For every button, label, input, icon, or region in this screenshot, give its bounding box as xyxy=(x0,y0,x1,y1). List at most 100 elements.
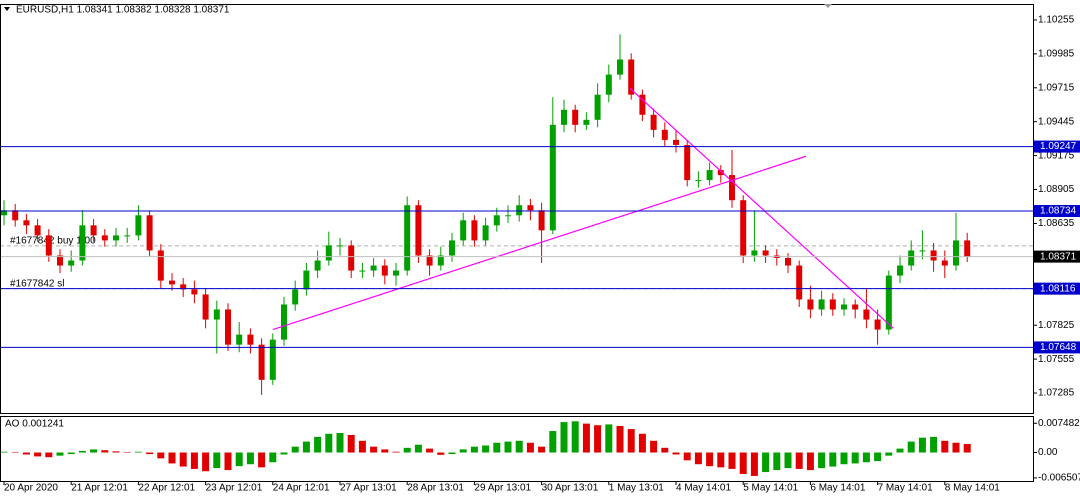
ao-bar xyxy=(840,452,848,465)
level-label-box xyxy=(1034,205,1080,218)
candle-body xyxy=(717,170,724,176)
ao-bar xyxy=(45,452,53,458)
candle-body xyxy=(628,59,635,95)
candle-body xyxy=(90,225,97,236)
ao-bar xyxy=(336,433,344,453)
ao-bar xyxy=(0,451,8,453)
candle-body xyxy=(650,114,657,130)
level-label-box xyxy=(1034,341,1080,354)
ao-bar xyxy=(258,452,266,468)
level-label: 1.08116 xyxy=(1040,283,1076,294)
candle-body xyxy=(124,235,131,237)
candle-body xyxy=(169,280,175,285)
order-label: #1677842 sl xyxy=(10,278,65,289)
ao-frame xyxy=(0,416,1034,482)
ao-bar xyxy=(515,440,523,453)
candle-body xyxy=(852,304,859,310)
candle-body xyxy=(684,144,691,181)
ao-bar xyxy=(90,449,98,453)
ao-bar xyxy=(594,425,602,453)
candle-body xyxy=(785,257,791,266)
chart-title: EURUSD,H1 1.08341 1.08382 1.08328 1.0837… xyxy=(16,5,230,16)
candle-body xyxy=(953,240,959,266)
candle-body xyxy=(292,289,299,305)
y-tick-label: 1.10255 xyxy=(1038,15,1075,26)
ao-bar xyxy=(134,451,142,453)
ao-bar xyxy=(930,436,938,453)
candle-body xyxy=(258,344,265,380)
order-label: #1677842 buy 1.00 xyxy=(10,236,96,247)
candle-body xyxy=(281,304,287,340)
candle-body xyxy=(370,265,377,271)
ao-bar xyxy=(862,452,870,463)
x-tick-label: 21 Apr 12:01 xyxy=(71,483,128,494)
ao-bar xyxy=(314,436,322,453)
ao-bar xyxy=(202,452,210,472)
marks: #1677842 buy 1.00 #1677842 sl xyxy=(0,34,1033,476)
ao-bar xyxy=(437,452,445,455)
x-tick-label: 28 Apr 13:01 xyxy=(407,483,464,494)
candle-body xyxy=(348,245,355,271)
ao-bar xyxy=(762,452,770,473)
x-tick-label: 5 May 14:01 xyxy=(743,483,798,494)
x-tick-label: 7 May 14:01 xyxy=(878,483,933,494)
ao-bar xyxy=(571,421,579,453)
candle-body xyxy=(639,94,646,115)
ao-bar xyxy=(941,440,949,453)
ao-bar xyxy=(874,452,882,462)
ao-bar xyxy=(235,452,243,467)
candle-body xyxy=(740,200,747,256)
ao-bar xyxy=(885,452,893,456)
x-tick-label: 23 Apr 12:01 xyxy=(206,483,263,494)
ao-bar xyxy=(728,452,736,469)
ao-bar xyxy=(11,452,19,454)
candle-body xyxy=(404,205,411,271)
collapse-icon[interactable] xyxy=(4,7,10,11)
candle-body xyxy=(191,289,198,295)
ao-y-tick-label: 0.00 xyxy=(1038,447,1058,458)
price-label-box xyxy=(1034,250,1080,263)
ao-bar xyxy=(706,452,714,467)
candle-body xyxy=(180,284,187,290)
candle-body xyxy=(359,270,366,272)
ao-bar xyxy=(694,452,702,465)
candle-body xyxy=(460,220,467,241)
candle-body xyxy=(818,299,825,310)
trendline xyxy=(272,155,807,331)
ao-bar xyxy=(482,445,490,453)
y-tick-label: 1.07285 xyxy=(1038,388,1075,399)
level-label: 1.07648 xyxy=(1040,342,1077,353)
ao-bar xyxy=(280,452,288,455)
ao-bar xyxy=(638,433,646,453)
ao-bar xyxy=(538,446,546,453)
candle-body xyxy=(236,334,243,345)
ao-bar xyxy=(146,452,154,455)
ao-bar xyxy=(112,451,120,453)
candle-body xyxy=(516,205,523,216)
candle-body xyxy=(269,339,276,380)
candle-body xyxy=(941,260,948,266)
candle-body xyxy=(874,319,881,330)
y-tick-label: 1.07825 xyxy=(1038,320,1075,331)
candle-body xyxy=(829,299,836,310)
ao-bar xyxy=(717,452,725,468)
ao-bar xyxy=(123,452,131,453)
candle-body xyxy=(863,309,870,320)
y-tick-label: 1.07555 xyxy=(1038,354,1075,365)
candle-body xyxy=(796,265,803,300)
ao-bar xyxy=(470,446,478,453)
ao-bar xyxy=(616,425,624,453)
ao-bar xyxy=(414,444,422,453)
candle-body xyxy=(751,250,758,256)
candle-body xyxy=(661,129,668,140)
ao-bar xyxy=(952,442,960,453)
candle-body xyxy=(482,225,489,241)
ao-bar xyxy=(549,431,557,453)
candle-body xyxy=(807,299,814,310)
ao-bar xyxy=(582,423,590,453)
candle-body xyxy=(68,260,75,266)
candle-body xyxy=(247,334,254,345)
y-tick-label: 1.09985 xyxy=(1038,49,1075,60)
candle-body xyxy=(202,294,209,320)
candle-body xyxy=(964,240,971,257)
